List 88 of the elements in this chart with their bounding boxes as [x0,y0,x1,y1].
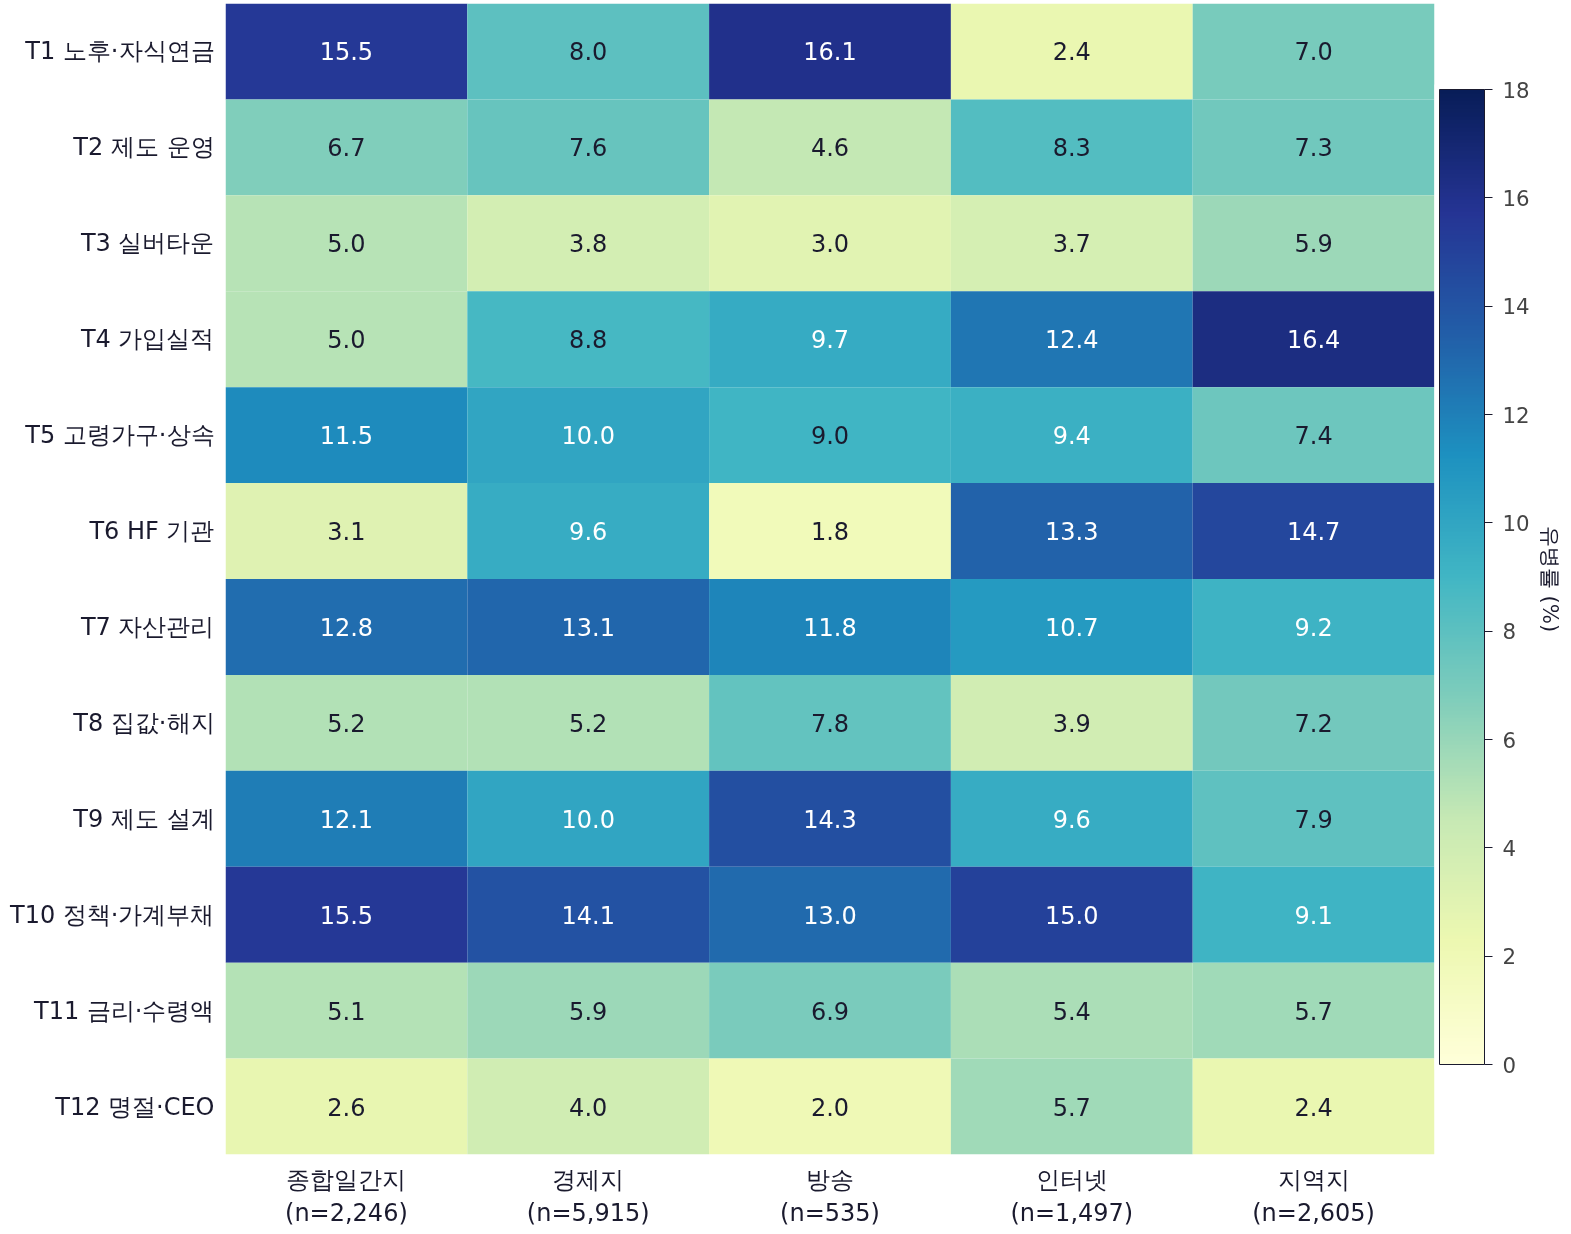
x-tick-label: 인터넷 (n=1,497) [1010,1165,1134,1228]
color-bar-title: 유병률 (%) [1537,525,1563,633]
data-label: 2.4 [1294,1093,1333,1122]
color-bar-label: 2 [1502,944,1517,970]
color-bar-label: 4 [1502,835,1517,861]
y-tick-label: T9 제도 설계 [72,804,215,833]
color-bar-label: 6 [1502,727,1517,753]
data-label: 14.3 [803,805,857,834]
data-label: 8.0 [569,38,608,67]
data-label: 16.4 [1286,326,1341,355]
data-label: 5.0 [327,230,366,259]
data-label: 5.9 [569,997,608,1026]
data-label: 7.4 [1294,422,1333,451]
data-label: 13.0 [803,901,857,930]
y-tick-label: T8 집값·해지 [72,708,215,737]
data-label: 13.1 [561,613,615,642]
data-label: 7.6 [569,134,608,163]
color-bar-label: 14 [1502,294,1530,320]
data-label: 9.0 [810,422,850,451]
data-label: 10.0 [561,422,615,451]
data-label: 9.1 [1294,901,1333,930]
data-label: 2.0 [810,1093,850,1122]
data-label: 12.4 [1045,326,1099,355]
y-tick-label: T2 제도 운영 [72,133,215,162]
data-label: 3.8 [569,230,608,259]
color-bar-label: 8 [1502,619,1517,645]
data-label: 9.2 [1294,613,1333,642]
data-label: 8.8 [569,326,608,355]
data-label: 16.1 [803,38,857,67]
data-label: 10.7 [1045,613,1099,642]
data-label: 3.0 [810,230,850,259]
data-label: 5.2 [327,709,366,738]
y-tick-label: T10 정책·가계부채 [9,900,215,929]
data-label: 5.1 [327,997,366,1026]
data-label: 1.8 [810,518,850,547]
y-tick-label: T12 명절·CEO [54,1092,215,1121]
data-label: 5.0 [327,326,366,355]
data-label: 5.7 [1294,997,1333,1026]
data-label: 7.2 [1294,709,1333,738]
data-label: 10.0 [561,805,615,834]
data-label: 11.8 [803,613,857,642]
data-label: 7.3 [1294,134,1333,163]
data-label: 5.7 [1052,1093,1091,1122]
y-tick-label: T6 HF 기관 [88,517,215,546]
data-label: 8.3 [1052,134,1091,163]
y-tick-label: T5 고령가구·상속 [24,421,215,450]
data-label: 15.5 [319,901,374,930]
color-bar-label: 10 [1502,510,1530,536]
data-label: 9.6 [1052,805,1091,834]
data-label: 14.7 [1286,518,1341,547]
color-bar-label: 18 [1502,77,1530,103]
data-label: 4.6 [810,134,850,163]
data-label: 11.5 [319,422,374,451]
y-tick-label: T7 자산관리 [79,612,215,641]
data-label: 3.9 [1052,709,1091,738]
y-tick-label: T4 가입실적 [79,325,215,354]
color-bar-label: 0 [1502,1052,1517,1078]
data-label: 6.7 [327,134,366,163]
data-label: 3.7 [1052,230,1091,259]
color-bar-label: 16 [1502,185,1530,211]
x-tick-label: 경제지 (n=5,915) [526,1165,650,1228]
x-tick-label: 종합일간지 (n=2,246) [285,1165,408,1228]
data-label: 5.2 [569,709,608,738]
data-label: 14.1 [561,901,615,930]
x-tick-label: 지역지 (n=2,605) [1252,1165,1375,1228]
data-label: 7.0 [1294,38,1333,67]
data-label: 2.6 [327,1093,366,1122]
data-label: 15.0 [1045,901,1099,930]
data-label: 5.4 [1052,997,1091,1026]
data-label: 15.5 [319,38,374,67]
data-label: 6.9 [810,997,850,1026]
data-label: 9.4 [1052,422,1091,451]
y-tick-label: T3 실버타운 [79,229,215,258]
data-label: 13.3 [1045,518,1099,547]
data-label: 9.6 [569,518,608,547]
y-tick-label: T11 금리·수령액 [33,996,215,1025]
data-label: 12.1 [319,805,374,834]
data-label: 7.9 [1294,805,1333,834]
x-tick-label: 방송 (n=535) [780,1165,880,1228]
data-label: 5.9 [1294,230,1333,259]
data-label: 4.0 [569,1093,608,1122]
color-bar-label: 12 [1502,402,1530,428]
data-label: 7.8 [810,709,850,738]
y-tick-label: T1 노후·자식연금 [24,37,215,66]
data-label: 2.4 [1052,38,1091,67]
data-label: 3.1 [327,518,366,547]
data-label: 9.7 [810,326,850,355]
data-label: 12.8 [319,613,374,642]
